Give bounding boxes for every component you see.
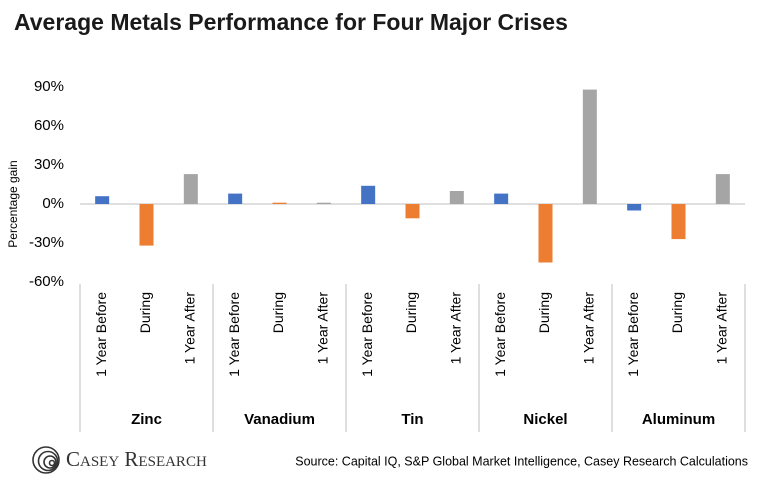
bar — [538, 204, 553, 263]
bar — [272, 202, 287, 204]
x-tick-label: 1 Year After — [448, 292, 464, 365]
bar — [95, 196, 110, 204]
source-note: Source: Capital IQ, S&P Global Market In… — [295, 454, 748, 468]
bar — [183, 174, 198, 204]
bar — [671, 204, 686, 240]
x-tick-label: During — [137, 292, 153, 333]
chart-title: Average Metals Performance for Four Majo… — [14, 9, 568, 35]
y-tick-label: -60% — [29, 273, 64, 290]
bar — [228, 193, 243, 204]
bar — [494, 193, 509, 204]
x-tick-label: 1 Year After — [182, 292, 198, 365]
group-label: Vanadium — [244, 411, 315, 428]
group-label: Aluminum — [642, 411, 715, 428]
bar — [139, 204, 154, 246]
bar — [405, 204, 420, 219]
y-tick-label: 30% — [34, 156, 64, 173]
x-tick-label: During — [270, 292, 286, 333]
x-tick-label: 1 Year After — [714, 292, 730, 365]
x-tick-label: During — [536, 292, 552, 333]
x-tick-label: 1 Year Before — [625, 292, 641, 377]
bar — [715, 174, 730, 204]
bar — [449, 191, 464, 204]
x-tick-label: During — [669, 292, 685, 333]
logo-text: Casey Research — [66, 447, 207, 471]
x-tick-label: During — [403, 292, 419, 333]
x-tick-label: 1 Year Before — [226, 292, 242, 377]
bar — [361, 185, 376, 204]
bar — [582, 89, 597, 204]
group-label: Nickel — [523, 411, 567, 428]
group-label: Tin — [401, 411, 423, 428]
y-tick-label: 0% — [42, 195, 64, 212]
x-tick-label: 1 Year Before — [492, 292, 508, 377]
x-tick-label: 1 Year After — [581, 292, 597, 365]
x-tick-label: 1 Year Before — [93, 292, 109, 377]
bar — [316, 202, 331, 204]
x-tick-label: 1 Year Before — [359, 292, 375, 377]
x-tick-label: 1 Year After — [315, 292, 331, 365]
y-tick-label: 60% — [34, 117, 64, 134]
y-tick-label: -30% — [29, 234, 64, 251]
group-label: Zinc — [131, 411, 162, 428]
logo-icon — [32, 446, 60, 474]
bar — [627, 204, 642, 211]
y-tick-label: 90% — [34, 78, 64, 95]
y-axis-label: Percentage gain — [6, 160, 20, 247]
